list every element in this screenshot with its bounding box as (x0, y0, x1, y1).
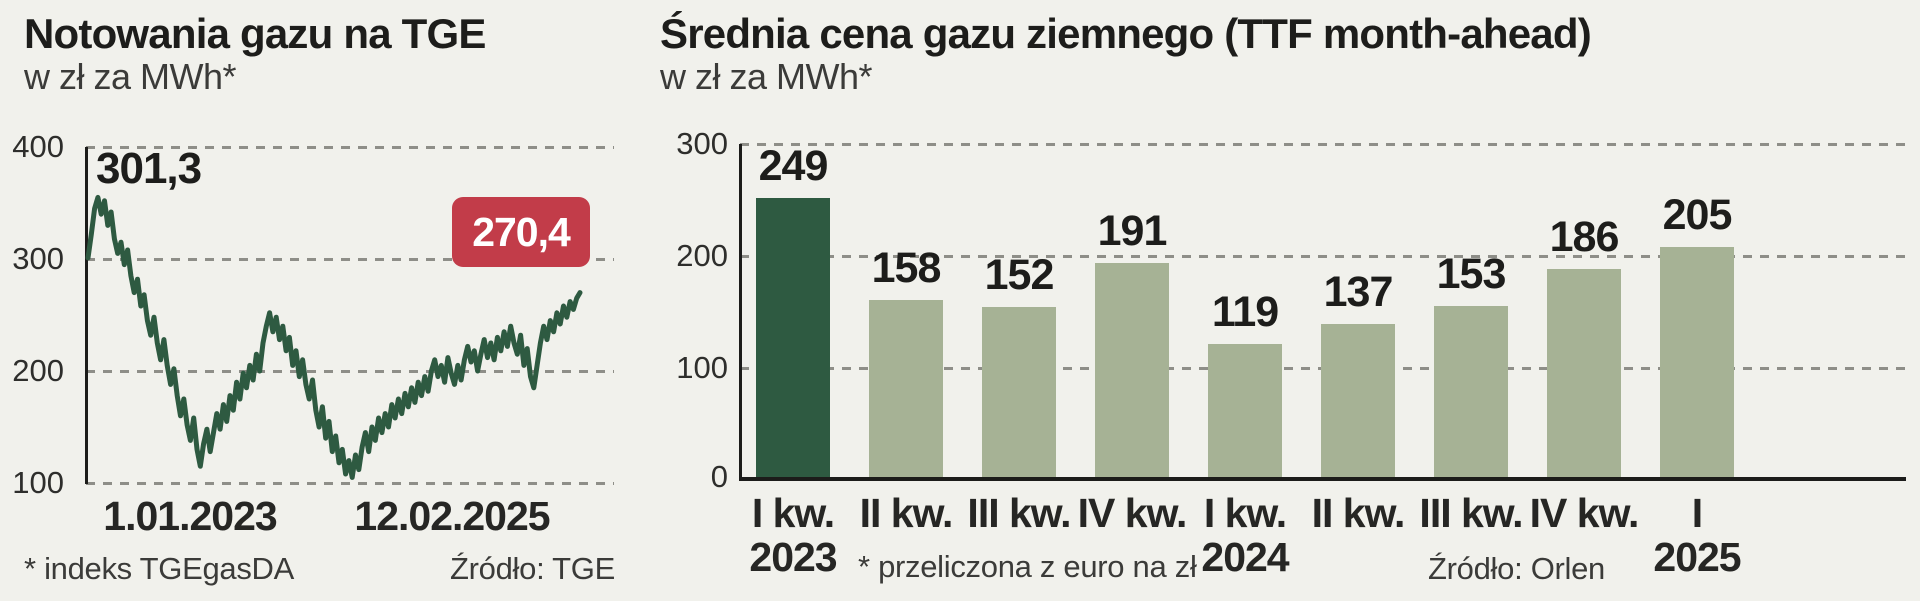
right-ytick-300: 300 (676, 126, 728, 161)
right-ytick-100: 100 (676, 350, 728, 385)
x-axis-quarter-label: IV kw. (1077, 490, 1188, 536)
left-footnote: * indeks TGEgasDA (24, 551, 295, 586)
bar-ii-kw- (1321, 324, 1395, 477)
right-x-axis-baseline (739, 477, 1906, 481)
tge-price-line (85, 194, 583, 480)
x-axis-quarter-label: II kw. (859, 490, 954, 536)
left-ytick-400: 400 (12, 129, 64, 164)
bar-value-label: 186 (1549, 213, 1620, 261)
bar-i-2025 (1660, 247, 1734, 477)
left-y-axis (85, 147, 88, 484)
x-axis-quarter-label: III kw. (967, 490, 1071, 536)
left-gridline-100 (86, 482, 614, 485)
bar-i-kw-2024 (1208, 344, 1282, 477)
bar-iii-kw- (982, 307, 1056, 477)
line-start-value: 301,3 (96, 144, 202, 193)
x-axis-quarter-label: I kw. (751, 490, 835, 536)
right-chart-subtitle: w zł za MWh* (660, 56, 873, 97)
x-axis-quarter-label: II kw. (1311, 490, 1406, 536)
bar-iii-kw- (1434, 306, 1508, 477)
bar-i-kw-2023 (756, 198, 830, 477)
right-gridline-200 (740, 255, 1906, 258)
left-chart-title: Notowania gazu na TGE (24, 10, 486, 57)
right-ytick-0: 0 (710, 459, 728, 494)
bar-value-label: 205 (1662, 191, 1733, 239)
left-gridline-200 (86, 370, 614, 373)
right-source: Źródło: Orlen (1428, 551, 1605, 586)
x-axis-year-label: 2023 (749, 534, 837, 580)
line-end-value-badge: 270,4 (452, 197, 590, 267)
right-gridline-300 (740, 143, 1906, 146)
bar-ii-kw- (869, 300, 943, 477)
x-axis-quarter-label: III kw. (1419, 490, 1523, 536)
left-xlabel-end: 12.02.2025 (354, 493, 550, 539)
left-source: Źródło: TGE (450, 551, 615, 586)
left-ytick-100: 100 (12, 465, 64, 500)
left-gridline-400 (86, 146, 614, 149)
x-axis-quarter-label: I (1691, 490, 1703, 536)
bar-value-label: 249 (758, 142, 829, 190)
bar-value-label: 158 (871, 244, 942, 292)
bar-value-label: 153 (1436, 250, 1507, 298)
bar-value-label: 137 (1323, 268, 1394, 316)
bar-value-label: 191 (1097, 207, 1168, 255)
right-ytick-200: 200 (676, 238, 728, 273)
x-axis-year-label: 2024 (1201, 534, 1289, 580)
bar-value-label: 152 (984, 251, 1055, 299)
bar-iv-kw- (1095, 263, 1169, 477)
left-xlabel-start: 1.01.2023 (103, 493, 277, 539)
bar-iv-kw- (1547, 269, 1621, 477)
badge-value: 270,4 (472, 208, 571, 255)
right-y-axis (739, 144, 742, 481)
tge-line-chart (85, 194, 583, 480)
x-axis-quarter-label: I kw. (1203, 490, 1287, 536)
left-chart-subtitle: w zł za MWh* (24, 56, 237, 97)
left-ytick-200: 200 (12, 353, 64, 388)
bar-value-label: 119 (1211, 288, 1279, 336)
x-axis-year-label: 2025 (1653, 534, 1741, 580)
left-ytick-300: 300 (12, 241, 64, 276)
left-gridline-300 (86, 258, 614, 261)
right-footnote: * przeliczona z euro na zł (858, 549, 1197, 584)
x-axis-quarter-label: IV kw. (1529, 490, 1640, 536)
right-chart-title: Średnia cena gazu ziemnego (TTF month-ah… (660, 10, 1592, 57)
